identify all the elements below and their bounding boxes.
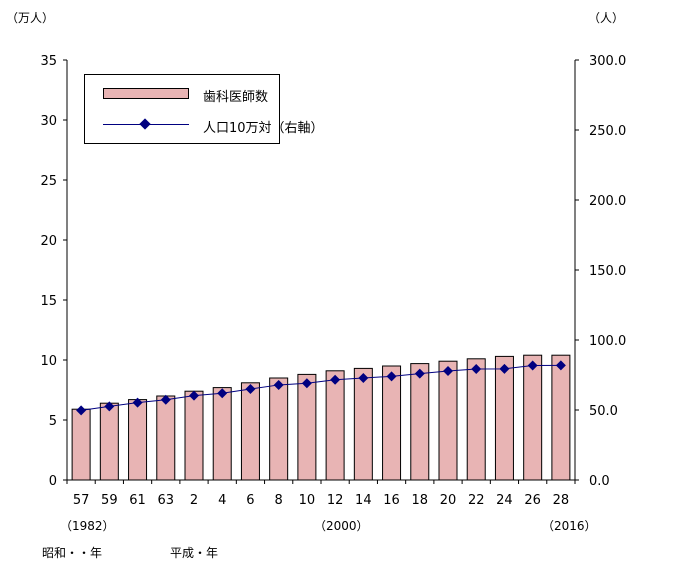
line-point	[527, 360, 538, 371]
bar	[269, 377, 289, 481]
line-point	[76, 405, 87, 416]
left-tick-label: 0	[49, 474, 57, 489]
right-tick-label: 50.0	[589, 404, 618, 419]
x-tick-label: 28	[553, 493, 570, 508]
x-tick-label: 2	[190, 493, 198, 508]
right-tick-label: 250.0	[589, 124, 626, 139]
bar	[99, 402, 119, 481]
x-tick-label: 57	[73, 493, 90, 508]
x-tick-label: 16	[383, 493, 400, 508]
x-tick-label: 26	[524, 493, 541, 508]
bar	[466, 358, 486, 481]
line-point	[245, 384, 256, 394]
x-tick-label: 20	[440, 493, 457, 508]
left-tick-label: 20	[40, 234, 57, 249]
line-point	[471, 363, 482, 374]
line-point	[189, 390, 199, 401]
line-point	[443, 365, 453, 376]
left-tick-label: 15	[40, 294, 57, 309]
year-note-2016: （2016）	[542, 519, 597, 533]
axes	[63, 59, 579, 484]
x-tick-label: 4	[218, 493, 226, 508]
bar	[325, 370, 345, 481]
x-tick-label: 24	[496, 493, 513, 508]
x-tick-label: 22	[468, 493, 485, 508]
x-tick-label: 63	[158, 493, 175, 508]
legend-item-bars: 歯科医師数	[85, 85, 279, 105]
x-tick-label: 14	[355, 493, 372, 508]
x-tick-label: 18	[412, 493, 429, 508]
line-point	[499, 363, 510, 374]
right-axis-unit: （人）	[588, 11, 624, 25]
left-tick-label: 30	[40, 114, 57, 129]
x-tick-label: 8	[275, 493, 283, 508]
x-tick-label: 12	[327, 493, 344, 508]
left-tick-label: 25	[40, 174, 57, 189]
line-point	[358, 372, 369, 383]
line-point	[386, 371, 397, 382]
year-note-1982: （1982）	[60, 519, 115, 533]
bar	[382, 365, 402, 481]
line-point	[160, 394, 171, 405]
line-point	[555, 360, 566, 371]
x-tick-label: 6	[246, 493, 254, 508]
left-axis-unit: （万人）	[6, 11, 54, 25]
bar	[128, 399, 148, 481]
line-point	[104, 401, 115, 412]
bar	[438, 360, 458, 481]
bar	[353, 367, 373, 481]
tick-labels: 0 5 10 15 20 25 30 35 0.0 50.0 100.0 150.0 200.0 250.…	[40, 54, 626, 508]
line-point	[132, 397, 143, 408]
line-series	[76, 360, 566, 416]
legend-label-line: 人口10万対（右軸）	[203, 121, 324, 136]
bar-series	[71, 354, 571, 481]
bar	[297, 373, 317, 481]
legend-marker-icon	[139, 118, 151, 130]
right-tick-label: 300.0	[589, 54, 626, 69]
right-tick-label: 0.0	[589, 474, 610, 489]
x-tick-label: 61	[129, 493, 146, 508]
bar	[551, 354, 571, 481]
legend: 歯科医師数 人口10万対（右軸）	[84, 74, 324, 144]
bar	[212, 387, 232, 481]
line-point	[414, 368, 425, 379]
bar	[71, 408, 91, 481]
bar	[240, 382, 260, 481]
era-label-showa: 昭和・・年	[42, 546, 103, 560]
line-point	[217, 388, 228, 399]
right-tick-label: 200.0	[589, 194, 626, 209]
right-tick-label: 150.0	[589, 264, 626, 279]
legend-item-line: 人口10万対（右軸）	[85, 116, 324, 136]
bar	[184, 390, 204, 481]
era-label-heisei: 平成・年	[170, 546, 219, 560]
bar	[156, 395, 176, 481]
right-tick-label: 100.0	[589, 334, 626, 349]
year-note-2000: （2000）	[314, 519, 369, 533]
legend-label-bars: 歯科医師数	[203, 90, 269, 105]
line-point	[301, 378, 312, 389]
bar	[494, 355, 514, 481]
legend-bar-swatch	[103, 88, 189, 99]
x-tick-label: 59	[101, 493, 118, 508]
left-tick-label: 35	[40, 54, 57, 69]
left-tick-label: 10	[40, 354, 57, 369]
left-tick-label: 5	[49, 414, 57, 429]
bar	[523, 354, 543, 481]
series-line	[81, 364, 561, 411]
x-tick-label: 10	[299, 493, 316, 508]
bar	[410, 363, 430, 481]
line-point	[273, 379, 284, 390]
line-point	[330, 374, 341, 385]
